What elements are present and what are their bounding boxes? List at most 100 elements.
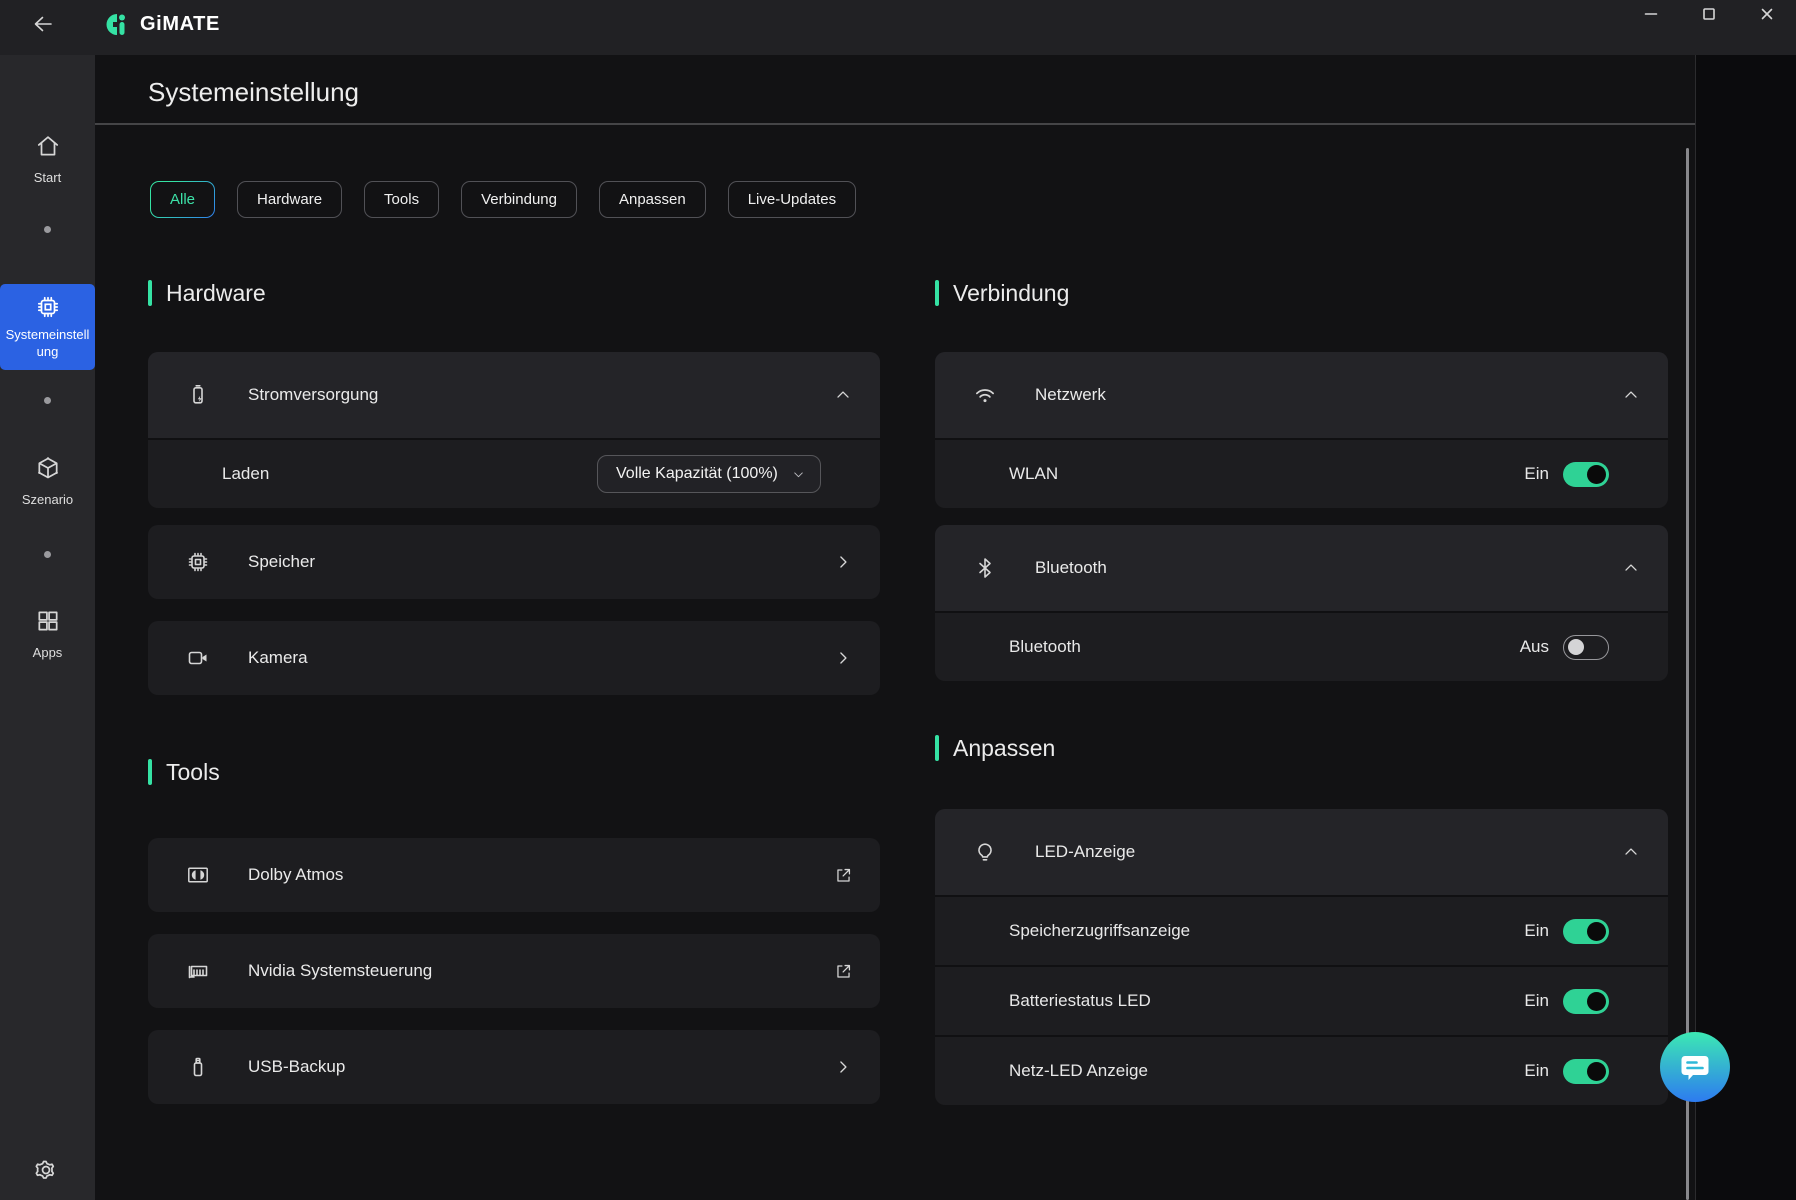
card-title: Dolby Atmos	[248, 865, 344, 884]
kamera-card[interactable]: Kamera	[148, 621, 880, 695]
laden-row: Laden Volle Kapazität (100%)	[148, 438, 880, 508]
close-icon	[1761, 8, 1773, 20]
toggle-knob	[1587, 921, 1606, 941]
filter-chip-anpassen[interactable]: Anpassen	[598, 181, 706, 218]
accent-bar	[935, 735, 939, 761]
wlan-toggle[interactable]	[1563, 461, 1609, 487]
accent-bar	[148, 759, 152, 785]
laden-label: Laden	[222, 464, 270, 483]
chat-bubble-icon	[1681, 1056, 1709, 1080]
sidebar-item-label: Start	[33, 170, 62, 185]
memory-chip-icon	[185, 550, 211, 574]
chat-support-button[interactable]	[1660, 1032, 1730, 1102]
chevron-up-icon	[1621, 558, 1641, 578]
dot-separator	[44, 397, 51, 404]
filter-chip-tools[interactable]: Tools	[364, 181, 440, 218]
app-logo: GiMATE	[104, 11, 220, 38]
chevron-right-icon	[833, 552, 853, 572]
filter-chip-hardware[interactable]: Hardware	[237, 181, 343, 218]
section-heading-tools: Tools	[148, 758, 880, 786]
card-title: LED-Anzeige	[1035, 842, 1136, 861]
led-anzeige-header[interactable]: LED-Anzeige	[935, 809, 1668, 895]
sidebar-item-label: Szenario	[21, 492, 74, 507]
filter-chip-verbindung[interactable]: Verbindung	[461, 181, 577, 218]
chip-icon	[37, 296, 58, 318]
filter-chip-alle[interactable]: Alle	[150, 181, 215, 218]
gear-icon	[35, 1160, 55, 1179]
toggle-state-text: Ein	[1524, 921, 1549, 940]
main-content: Systemeinstellung Alle Hardware Tools Ve…	[95, 55, 1796, 1200]
chevron-down-icon	[794, 471, 803, 477]
batteriestatus-led-row: Batteriestatus LED Ein	[935, 965, 1668, 1035]
filter-chip-live-updates[interactable]: Live-Updates	[727, 181, 857, 218]
back-button[interactable]	[26, 10, 60, 38]
close-button[interactable]	[1738, 0, 1796, 28]
sidebar: Start Systemeinstellung Szenario Apps	[0, 55, 95, 1200]
batteriestatus-led-toggle[interactable]	[1563, 988, 1609, 1014]
vertical-scrollbar[interactable]	[1686, 148, 1689, 1200]
window-controls	[1622, 0, 1796, 28]
sidebar-item-szenario[interactable]: Szenario	[0, 455, 95, 508]
dot-separator	[44, 226, 51, 233]
bluetooth-toggle[interactable]	[1563, 634, 1609, 660]
grid-icon	[37, 611, 58, 631]
battery-charging-icon	[185, 383, 211, 407]
external-link-icon	[834, 866, 853, 885]
netz-led-anzeige-toggle[interactable]	[1563, 1058, 1609, 1084]
dolby-atmos-card[interactable]: Dolby Atmos	[148, 838, 880, 912]
section-heading-hardware: Hardware	[148, 279, 880, 307]
sidebar-item-apps[interactable]: Apps	[0, 608, 95, 661]
laden-dropdown[interactable]: Volle Kapazität (100%)	[597, 455, 821, 493]
filter-chip-row: Alle Hardware Tools Verbindung Anpassen …	[150, 181, 857, 218]
netz-led-anzeige-row: Netz-LED Anzeige Ein	[935, 1035, 1668, 1105]
app-name: GiMATE	[140, 13, 220, 35]
dolby-icon	[185, 863, 211, 887]
nvidia-systemsteuerung-card[interactable]: Nvidia Systemsteuerung	[148, 934, 880, 1008]
minimize-icon	[1644, 13, 1658, 15]
cube-icon	[37, 457, 58, 479]
stromversorgung-card: Stromversorgung Laden Volle Kapazität (1…	[148, 352, 880, 508]
bluetooth-state-text: Aus	[1519, 637, 1549, 656]
stromversorgung-header[interactable]: Stromversorgung	[148, 352, 880, 438]
sidebar-item-label: Systemeinstellung	[5, 327, 90, 359]
gpu-card-icon	[185, 959, 211, 983]
chevron-up-icon	[833, 385, 853, 405]
section-heading-anpassen: Anpassen	[935, 734, 1668, 762]
card-title: Stromversorgung	[248, 385, 379, 404]
gimate-logo-icon	[106, 14, 125, 35]
settings-gear-button[interactable]	[33, 1157, 61, 1185]
section-heading-verbindung: Verbindung	[935, 279, 1668, 307]
card-title: Speicher	[248, 552, 316, 571]
right-margin-strip	[1695, 55, 1796, 1200]
bluetooth-card: Bluetooth Bluetooth Aus	[935, 525, 1668, 681]
sidebar-item-start[interactable]: Start	[0, 133, 95, 186]
sidebar-item-systemeinstellung[interactable]: Systemeinstellung	[0, 284, 95, 370]
usb-stick-icon	[185, 1055, 211, 1079]
speicherzugriffsanzeige-toggle[interactable]	[1563, 918, 1609, 944]
lightbulb-icon	[972, 840, 998, 864]
maximize-icon	[1703, 8, 1715, 20]
toggle-knob	[1568, 638, 1584, 655]
netzwerk-header[interactable]: Netzwerk	[935, 352, 1668, 438]
speicher-card[interactable]: Speicher	[148, 525, 880, 599]
card-title: Nvidia Systemsteuerung	[248, 961, 433, 980]
wlan-row: WLAN Ein	[935, 438, 1668, 508]
bluetooth-header[interactable]: Bluetooth	[935, 525, 1668, 611]
wlan-label: WLAN	[1009, 464, 1059, 483]
chevron-right-icon	[833, 648, 853, 668]
toggle-knob	[1587, 1061, 1606, 1081]
external-link-icon	[834, 962, 853, 981]
card-title: USB-Backup	[248, 1057, 346, 1076]
chevron-up-icon	[1621, 842, 1641, 862]
chevron-right-icon	[833, 1057, 853, 1077]
wifi-icon	[972, 382, 998, 408]
dot-separator	[44, 551, 51, 558]
accent-bar	[148, 280, 152, 306]
maximize-button[interactable]	[1680, 0, 1738, 28]
usb-backup-card[interactable]: USB-Backup	[148, 1030, 880, 1104]
toggle-state-text: Ein	[1524, 1061, 1549, 1080]
laden-dropdown-value: Volle Kapazität (100%)	[616, 465, 778, 482]
card-title: Netzwerk	[1035, 385, 1106, 404]
toggle-knob	[1587, 991, 1606, 1011]
minimize-button[interactable]	[1622, 0, 1680, 28]
